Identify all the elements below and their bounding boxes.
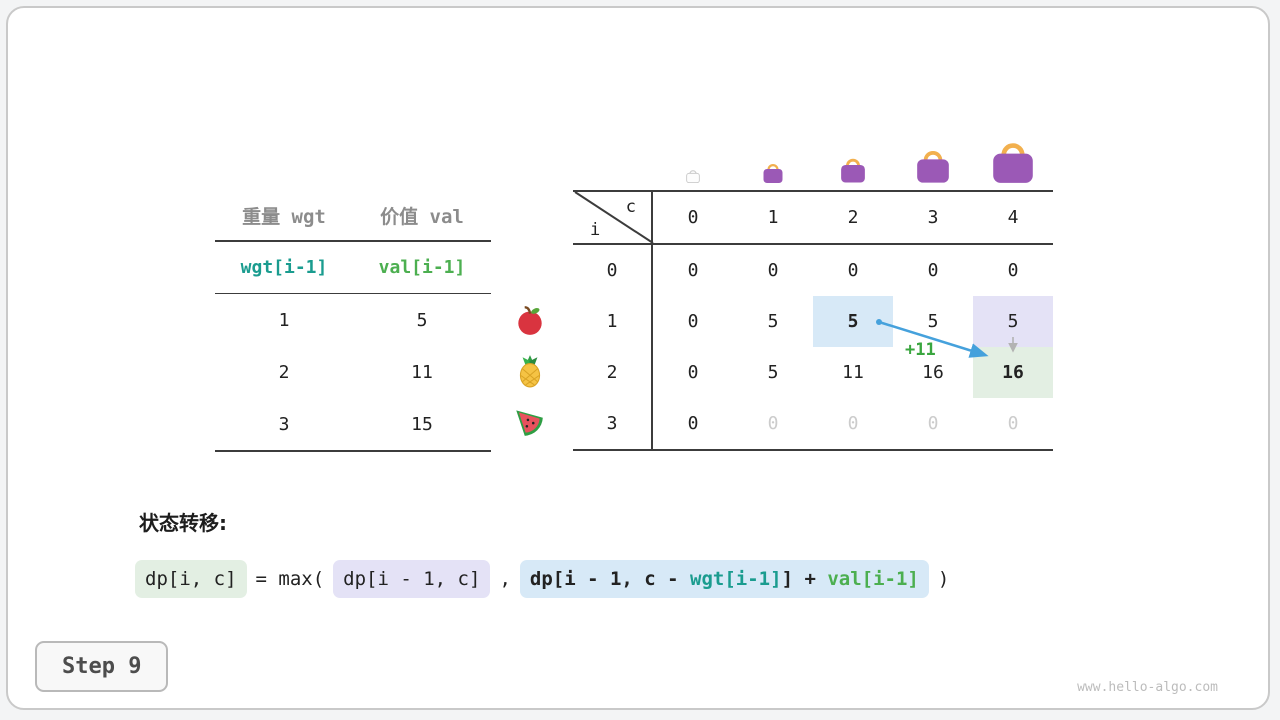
dp-col-header: 3 (893, 192, 973, 245)
item-wgt: 2 (278, 361, 290, 383)
item-wgt: 3 (278, 413, 290, 435)
formula-lhs-chip: dp[i, c] (135, 560, 247, 598)
formula-arg2-chip: dp[i - 1, c - wgt[i-1]] + val[i-1] (519, 560, 929, 598)
items-header-val: 价值 val (380, 205, 464, 228)
col-axis-label: c (625, 197, 636, 217)
dp-row-header: 1 (573, 296, 653, 347)
step-badge: Step 9 (35, 641, 169, 692)
transition-heading: 状态转移: (139, 511, 227, 535)
dp-row-header: 2 (573, 347, 653, 398)
dp-cell: 11 (842, 362, 864, 383)
item-row: 3 15 (215, 398, 491, 450)
dp-cell: 0 (847, 413, 859, 434)
dp-row-header: 0 (573, 245, 653, 296)
handbag-medium-icon (838, 155, 868, 188)
dp-cell: 5 (767, 311, 779, 332)
handbag-large-icon (913, 146, 953, 188)
transition-formula: dp[i, c] = max( dp[i - 1, c] , dp[i - 1,… (135, 560, 949, 598)
dp-cell: 0 (1007, 260, 1019, 281)
items-var-wgt: wgt[i-1] (240, 257, 328, 278)
dp-cell: 0 (687, 260, 699, 281)
dp-cell: 0 (687, 362, 699, 383)
handbag-tiny-icon (685, 168, 701, 187)
dp-col-header: 0 (653, 192, 733, 245)
items-var-row: wgt[i-1] val[i-1] (215, 242, 491, 294)
dp-cell: 0 (687, 311, 699, 332)
dp-cell: 0 (687, 413, 699, 434)
dp-col-header: 2 (813, 192, 893, 245)
dp-cell: 0 (767, 260, 779, 281)
items-var-val: val[i-1] (378, 257, 466, 278)
watermark: www.hello-algo.com (1077, 680, 1218, 695)
dp-cell: 16 (922, 362, 944, 383)
dp-cell: 5 (767, 362, 779, 383)
dp-cell: 0 (1007, 413, 1019, 434)
dp-row-header: 3 (573, 398, 653, 449)
dp-cell: 0 (767, 413, 779, 434)
dp-cell-source-highlight: 5 (813, 296, 893, 347)
dp-cell: 0 (847, 260, 859, 281)
dp-cell-target-highlight: 16 (973, 347, 1053, 398)
item-val: 11 (411, 361, 433, 383)
item-val: 15 (411, 413, 433, 435)
dp-table: c i 0 1 2 3 4 0 0 0 0 0 0 1 0 5 5 5 5 2 … (573, 190, 1053, 451)
dp-corner-cell: c i (573, 192, 653, 245)
dp-col-header: 4 (973, 192, 1053, 245)
handbag-small-icon (761, 161, 785, 188)
value-add-annotation: +11 (905, 340, 936, 360)
item-row: 2 11 (215, 346, 491, 398)
apple-icon (513, 303, 547, 337)
item-wgt: 1 (278, 309, 290, 331)
watermelon-icon (512, 405, 546, 439)
formula-arg2-val: val[i-1] (827, 568, 919, 590)
pineapple-icon (513, 354, 547, 388)
dp-col-header: 1 (733, 192, 813, 245)
row-axis-label: i (590, 220, 601, 240)
item-val: 5 (416, 309, 428, 331)
formula-arg2-wgt: wgt[i-1] (690, 568, 782, 590)
formula-closing: ) (937, 568, 950, 590)
items-header-wgt: 重量 wgt (242, 205, 326, 228)
item-row: 1 5 (215, 294, 491, 346)
items-header-row: 重量 wgt 价值 val (215, 190, 491, 242)
formula-comma: , (499, 568, 511, 590)
formula-arg1-chip: dp[i - 1, c] (333, 560, 491, 598)
formula-eq-max: = max( (255, 568, 325, 590)
dp-cell: 0 (927, 260, 939, 281)
dp-cell: 0 (927, 413, 939, 434)
handbag-xlarge-icon (988, 137, 1038, 189)
formula-arg2-mid: ] + (781, 568, 828, 590)
items-table: 重量 wgt 价值 val wgt[i-1] val[i-1] 1 5 2 11… (215, 190, 491, 452)
formula-arg2-head: dp[i - 1, c - (529, 568, 691, 590)
dp-cell-above-highlight: 5 (973, 296, 1053, 347)
